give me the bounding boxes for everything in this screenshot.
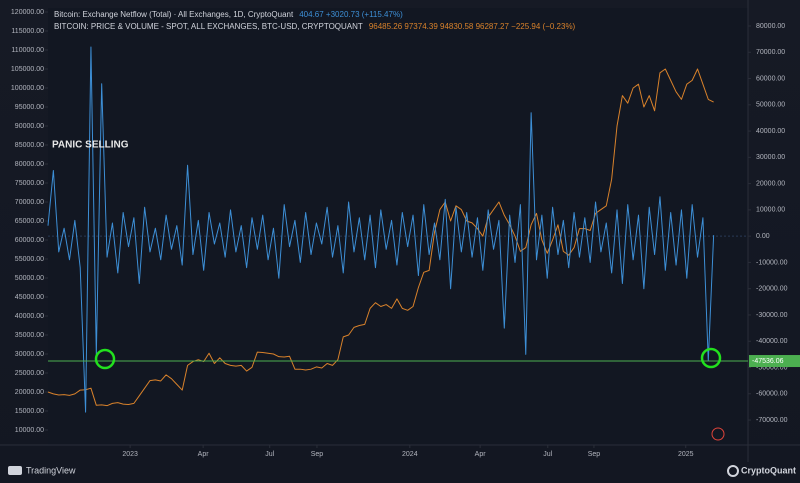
legend-entry: Bitcoin: Exchange Netflow (Total) · All …	[54, 10, 294, 19]
y2-tick-label: 80000.00	[756, 23, 785, 30]
y-tick-label: 45000.00	[15, 294, 44, 301]
level-label: -47536.06	[752, 358, 784, 365]
y-tick-label: 90000.00	[15, 123, 44, 130]
y2-tick-label: 20000.00	[756, 180, 785, 187]
y-tick-label: 20000.00	[15, 389, 44, 396]
y-tick-label: 60000.00	[15, 237, 44, 244]
y-tick-label: 120000.00	[11, 9, 44, 16]
cryptoquant-logo	[727, 465, 739, 477]
event-icon	[711, 427, 725, 441]
y-tick-label: 105000.00	[11, 66, 44, 73]
y2-tick-label: 70000.00	[756, 49, 785, 56]
y-tick-label: 100000.00	[11, 85, 44, 92]
y-tick-label: 55000.00	[15, 256, 44, 263]
x-tick-label: 2025	[678, 451, 694, 458]
y2-tick-label: 40000.00	[756, 128, 785, 135]
y-tick-label: 85000.00	[15, 142, 44, 149]
x-tick-label: Sep	[311, 451, 324, 458]
y-tick-label: 10000.00	[15, 427, 44, 434]
x-tick-label: 2023	[122, 451, 138, 458]
footer: TradingView CryptoQuant	[8, 465, 796, 477]
grid-layer: 10000.00 15000.00 20000.00 25000.00 30000.00…	[11, 9, 788, 458]
y-tick-label: 50000.00	[15, 275, 44, 282]
y2-tick-label: 60000.00	[756, 75, 785, 82]
y-tick-label: 65000.00	[15, 218, 44, 225]
x-tick-label: Jul	[543, 451, 552, 458]
highlight-circle	[94, 348, 116, 370]
tradingview-logo	[8, 466, 22, 475]
y-tick-label: 70000.00	[15, 199, 44, 206]
footer-brand: CryptoQuant	[741, 465, 796, 475]
footer-brand: TradingView	[26, 465, 76, 475]
y-tick-label: 95000.00	[15, 104, 44, 111]
x-tick-label: Sep	[588, 451, 601, 458]
y-tick-label: 75000.00	[15, 180, 44, 187]
y-tick-label: 15000.00	[15, 408, 44, 415]
y2-tick-label: -40000.00	[756, 338, 788, 345]
y2-tick-label: -70000.00	[756, 417, 788, 424]
y2-tick-label: 50000.00	[756, 102, 785, 109]
y2-tick-label: -10000.00	[756, 259, 788, 266]
y2-tick-label: 10000.00	[756, 207, 785, 214]
x-tick-label: 2024	[402, 451, 418, 458]
plot-area	[48, 8, 748, 445]
level-tag	[749, 355, 800, 368]
legend-values: 96485.26 97374.39 94830.58 96287.27 −225…	[369, 22, 576, 31]
series-line	[47, 46, 715, 413]
y-tick-label: 30000.00	[15, 351, 44, 358]
y-tick-label: 80000.00	[15, 161, 44, 168]
y2-tick-label: -20000.00	[756, 286, 788, 293]
x-tick-label: Apr	[475, 451, 487, 458]
y2-tick-label: -50000.00	[756, 364, 788, 371]
y2-tick-label: 0.00	[756, 233, 770, 240]
highlight-circle	[700, 347, 722, 369]
y2-tick-label: 30000.00	[756, 154, 785, 161]
y2-tick-label: -30000.00	[756, 312, 788, 319]
y-tick-label: 25000.00	[15, 370, 44, 377]
x-tick-label: Jul	[265, 451, 274, 458]
annotation: PANIC SELLING	[52, 140, 129, 151]
y-tick-label: 35000.00	[15, 332, 44, 339]
y-tick-label: 40000.00	[15, 313, 44, 320]
y-tick-label: 115000.00	[11, 28, 44, 35]
x-tick-label: Apr	[198, 451, 210, 458]
legend-values: 404.67 +3020.73 (+115.47%)	[299, 10, 403, 19]
y-tick-label: 110000.00	[11, 47, 44, 54]
legend-entry: BITCOIN: PRICE & VOLUME - SPOT, ALL EXCH…	[54, 22, 363, 31]
legend: Bitcoin: Exchange Netflow (Total) · All …	[54, 10, 576, 31]
y2-tick-label: -60000.00	[756, 391, 788, 398]
mark-layer: -47536.06	[47, 46, 800, 413]
series-line	[47, 68, 714, 407]
